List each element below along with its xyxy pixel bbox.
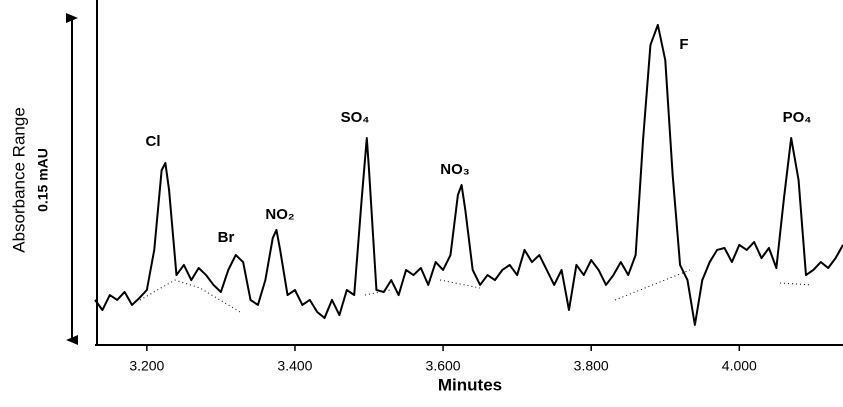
baseline xyxy=(439,279,481,289)
y-range-label: 0.15 mAU xyxy=(35,148,51,212)
x-tick-label: 3.600 xyxy=(426,358,461,374)
x-tick-label: 3.200 xyxy=(129,358,164,374)
x-axis-label: Minutes xyxy=(438,375,502,394)
baseline xyxy=(614,269,691,301)
baseline xyxy=(364,289,391,296)
baseline xyxy=(139,279,241,313)
peak-label: SO₄ xyxy=(341,109,370,126)
y-axis-label: Absorbance Range xyxy=(9,107,28,253)
peak-label: NO₃ xyxy=(440,161,470,178)
peak-label: PO₄ xyxy=(783,109,812,126)
baseline xyxy=(779,282,813,286)
peak-label: F xyxy=(679,36,688,53)
x-tick-label: 3.400 xyxy=(277,358,312,374)
trace xyxy=(94,23,843,326)
peak-label: NO₂ xyxy=(265,206,294,223)
peak-label: Cl xyxy=(146,133,161,150)
x-tick-label: 3.800 xyxy=(574,358,609,374)
x-tick-label: 4.000 xyxy=(722,358,757,374)
peak-label: Br xyxy=(218,229,235,246)
